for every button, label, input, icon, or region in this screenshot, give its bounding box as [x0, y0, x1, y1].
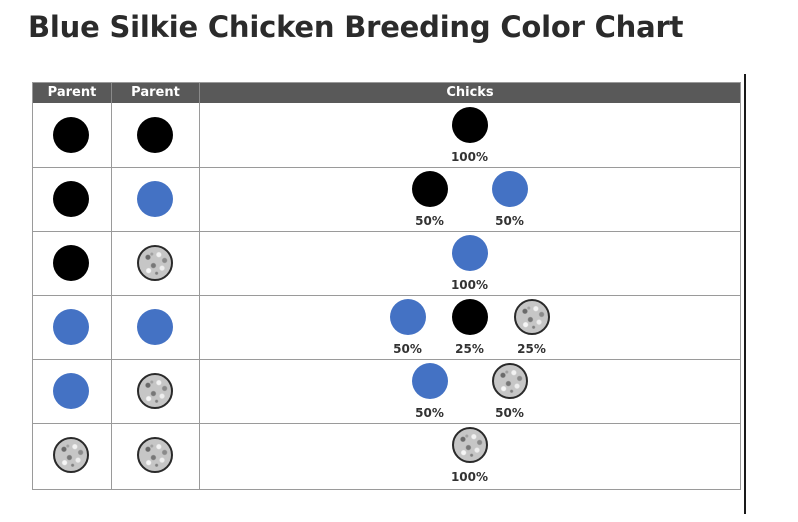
chick-percent-label: 25% — [517, 342, 546, 356]
chick-percent-label: 50% — [415, 214, 444, 228]
chick-blue-dot — [389, 299, 426, 335]
parent-2-splash-dot — [137, 245, 173, 281]
chick-blue-dot — [411, 363, 448, 399]
parent-1-black-dot — [53, 117, 89, 153]
chick-percent-label: 50% — [495, 214, 524, 228]
chick-black-dot — [451, 299, 488, 335]
chick-percent-label: 50% — [393, 342, 422, 356]
chick-black-dot — [411, 171, 448, 207]
chick-percent-label: 100% — [450, 150, 489, 164]
chick-black-dot — [451, 107, 488, 143]
row-divider — [33, 231, 740, 232]
page-divider — [744, 74, 746, 514]
breeding-color-table: Parent Parent Chicks 100% 50% 50% 100% 50% 25… — [32, 82, 741, 490]
parent-1-black-dot — [53, 181, 89, 217]
row-divider — [33, 359, 740, 360]
column-divider — [111, 103, 112, 489]
chick-percent-label: 25% — [455, 342, 484, 356]
header-chicks: Chicks — [199, 83, 740, 103]
chick-percent-label: 50% — [495, 406, 524, 420]
chick-blue-dot — [451, 235, 488, 271]
chick-blue-dot — [491, 171, 528, 207]
row-divider — [33, 295, 740, 296]
parent-2-blue-dot — [137, 309, 173, 345]
parent-2-splash-dot — [137, 373, 173, 409]
header-parent-1: Parent — [33, 83, 111, 103]
parent-1-blue-dot — [53, 309, 89, 345]
parent-2-splash-dot — [137, 437, 173, 473]
chick-percent-label: 50% — [415, 406, 444, 420]
parent-2-blue-dot — [137, 181, 173, 217]
chick-splash-dot — [513, 299, 550, 335]
chick-splash-dot — [451, 427, 488, 463]
parent-1-black-dot — [53, 245, 89, 281]
parent-2-black-dot — [137, 117, 173, 153]
column-divider — [199, 103, 200, 489]
parent-1-blue-dot — [53, 373, 89, 409]
parent-1-splash-dot — [53, 437, 89, 473]
chick-splash-dot — [491, 363, 528, 399]
row-divider — [33, 167, 740, 168]
chick-percent-label: 100% — [450, 278, 489, 292]
row-divider — [33, 423, 740, 424]
chick-percent-label: 100% — [450, 470, 489, 484]
page-title: Blue Silkie Chicken Breeding Color Chart — [28, 10, 684, 44]
header-parent-2: Parent — [111, 83, 199, 103]
